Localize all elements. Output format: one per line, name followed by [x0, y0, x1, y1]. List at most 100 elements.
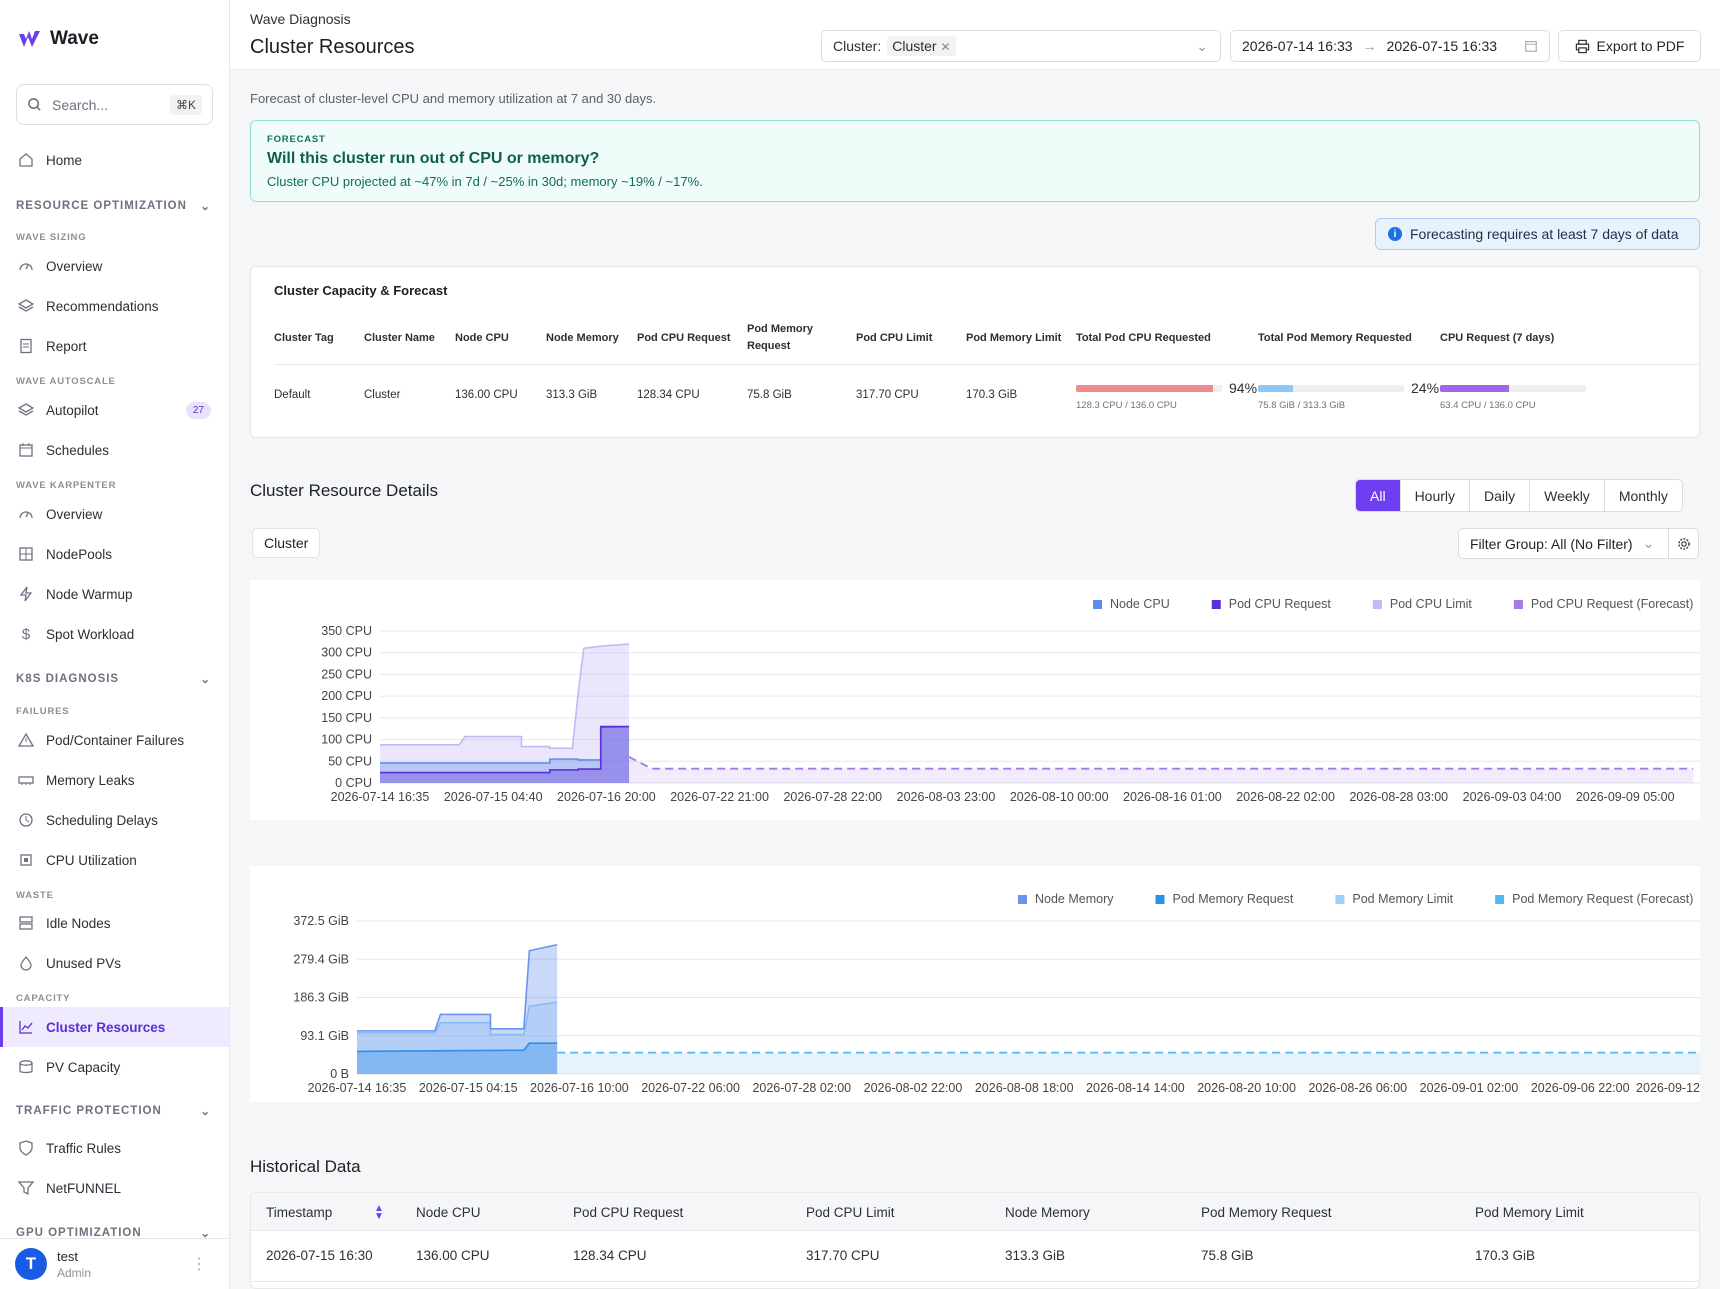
- section-k8s-diagnosis[interactable]: K8S DIAGNOSIS ⌄: [16, 672, 211, 686]
- arrow-right-icon: →: [1362, 38, 1377, 54]
- chevron-down-icon: ⌄: [1196, 37, 1208, 54]
- period-tabs: All Hourly Daily Weekly Monthly: [1355, 479, 1683, 512]
- nav-node-warmup[interactable]: Node Warmup: [0, 574, 229, 614]
- shield-icon: [18, 1140, 34, 1156]
- tab-daily[interactable]: Daily: [1469, 480, 1529, 511]
- th-pod-cpu-limit: Pod CPU Limit: [806, 1205, 895, 1220]
- date-range-picker[interactable]: 2026-07-14 16:33 → 2026-07-15 16:33: [1230, 30, 1550, 62]
- col-header: Cluster Tag: [274, 332, 334, 344]
- chevron-down-icon: ⌄: [200, 1106, 211, 1118]
- sort-icon[interactable]: ▲ ▼: [374, 1203, 384, 1222]
- divider: [274, 364, 1699, 365]
- nav-label: Memory Leaks: [46, 772, 135, 788]
- capacity-title: Cluster Capacity & Forecast: [274, 283, 448, 298]
- nav-label: Recommendations: [46, 298, 159, 314]
- cell-pod-memory-limit: 170.3 GiB: [1475, 1248, 1536, 1263]
- nav-idle-nodes[interactable]: Idle Nodes: [0, 903, 229, 943]
- export-pdf-button[interactable]: Export to PDF: [1558, 30, 1701, 62]
- nav-scheduling-delays[interactable]: Scheduling Delays: [0, 800, 229, 840]
- y-tick-label: 279.4 GiB: [293, 952, 349, 966]
- tab-weekly[interactable]: Weekly: [1529, 480, 1604, 511]
- info-text: Forecasting requires at least 7 days of …: [1410, 226, 1679, 242]
- details-title: Cluster Resource Details: [250, 481, 439, 500]
- wave-logo[interactable]: Wave: [18, 28, 99, 50]
- tab-hourly[interactable]: Hourly: [1399, 480, 1469, 511]
- section-traffic-protection[interactable]: TRAFFIC PROTECTION ⌄: [16, 1104, 211, 1118]
- col-header: Node CPU: [455, 332, 509, 344]
- x-tick-label: 2026-08-16 01:00: [1123, 790, 1222, 804]
- warning-icon: [18, 732, 34, 748]
- x-tick-label: 2026-07-22 06:00: [641, 1081, 740, 1095]
- gear-icon[interactable]: [1668, 529, 1698, 558]
- forecast-callout: FORECAST Will this cluster run out of CP…: [250, 120, 1700, 202]
- section-gpu-optimization[interactable]: GPU OPTIMIZATION ⌄: [16, 1226, 211, 1240]
- history-title: Historical Data: [250, 1157, 361, 1176]
- series-area: [380, 726, 630, 783]
- cell-pod-cpu-limit: 317.70 CPU: [806, 1248, 880, 1263]
- layers-icon: [18, 402, 34, 418]
- cpu-chart-svg: Node CPU Pod CPU Request Pod CPU Limit Pod …: [321, 597, 1702, 804]
- legend-label: Pod Memory Limit: [1352, 892, 1453, 906]
- cpu-7day-sub: 63.4 CPU / 136.0 CPU: [1440, 400, 1536, 411]
- cluster-select[interactable]: Cluster: Cluster ✕ ⌄: [821, 30, 1221, 62]
- user-profile[interactable]: T test Admin ⋮: [0, 1238, 229, 1289]
- y-tick-label: 372.5 GiB: [293, 914, 349, 928]
- date-to[interactable]: 2026-07-15 16:33: [1386, 38, 1498, 54]
- nav-pod-failures[interactable]: Pod/Container Failures: [0, 720, 229, 760]
- section-resource-optimization[interactable]: RESOURCE OPTIMIZATION ⌄: [16, 199, 211, 213]
- x-tick-label: 2026-08-26 06:00: [1308, 1081, 1407, 1095]
- memory-requested-sub: 75.8 GiB / 313.3 GiB: [1258, 400, 1346, 411]
- close-icon[interactable]: ✕: [940, 40, 951, 54]
- nav-recommendations[interactable]: Recommendations: [0, 286, 229, 326]
- cluster-tag[interactable]: Cluster ✕: [887, 36, 956, 56]
- section-label: K8S DIAGNOSIS: [16, 673, 120, 685]
- legend-label: Pod Memory Request: [1173, 892, 1294, 906]
- nav-nodepools[interactable]: NodePools: [0, 534, 229, 574]
- cell-pod-memory-request: 75.8 GiB: [747, 389, 792, 401]
- nav-report[interactable]: Report: [0, 326, 229, 366]
- th-pod-memory-request: Pod Memory Request: [1201, 1205, 1332, 1220]
- nav-netfunnel[interactable]: NetFUNNEL: [0, 1168, 229, 1208]
- filter-group-select[interactable]: Filter Group: All (No Filter) ⌄: [1458, 528, 1699, 559]
- nav-pv-capacity[interactable]: PV Capacity: [0, 1047, 229, 1087]
- nav-memory-leaks[interactable]: Memory Leaks: [0, 760, 229, 800]
- nav-schedules[interactable]: Schedules: [0, 430, 229, 470]
- th-timestamp[interactable]: Timestamp: [266, 1205, 333, 1220]
- page-title: Cluster Resources: [250, 36, 415, 58]
- nav-overview[interactable]: Overview: [0, 246, 229, 286]
- col-header: Total Pod Memory Requested: [1258, 332, 1412, 344]
- y-tick-label: 150 CPU: [321, 711, 372, 725]
- cell-node-cpu: 136.00 CPU: [416, 1248, 490, 1263]
- nav-unused-pvs[interactable]: Unused PVs: [0, 943, 229, 983]
- nav-label: Unused PVs: [46, 955, 122, 971]
- y-tick-label: 200 CPU: [321, 689, 372, 703]
- forecast-area: [557, 1052, 1714, 1074]
- col-header: CPU Request (7 days): [1440, 332, 1555, 344]
- search-input[interactable]: Search... ⌘K: [16, 84, 213, 125]
- cell-cluster-tag: Default: [274, 389, 311, 401]
- legend-swatch: [1495, 895, 1505, 904]
- chevron-down-icon: ⌄: [200, 201, 211, 213]
- tab-all[interactable]: All: [1356, 480, 1400, 511]
- nav-label: CPU Utilization: [46, 852, 137, 868]
- tab-monthly[interactable]: Monthly: [1603, 480, 1682, 511]
- nav-karpenter-overview[interactable]: Overview: [0, 494, 229, 534]
- nav-cpu-utilization[interactable]: CPU Utilization: [0, 840, 229, 880]
- nav-autopilot[interactable]: Autopilot 27: [0, 390, 229, 430]
- x-tick-label: 2026-09-12: [1636, 1081, 1700, 1095]
- nav-home[interactable]: Home: [0, 140, 229, 180]
- legend-swatch: [1335, 895, 1345, 904]
- date-from[interactable]: 2026-07-14 16:33: [1242, 38, 1353, 54]
- breadcrumb[interactable]: Wave Diagnosis: [250, 11, 351, 27]
- nav-spot-workload[interactable]: $ Spot Workload: [0, 614, 229, 654]
- subsection-waste: WASTE: [16, 890, 54, 901]
- nav-traffic-rules[interactable]: Traffic Rules: [0, 1128, 229, 1168]
- nav-cluster-resources[interactable]: Cluster Resources: [0, 1007, 229, 1047]
- nav-label: Report: [46, 338, 87, 354]
- cpu-icon: [18, 852, 34, 868]
- cluster-chip[interactable]: Cluster: [252, 528, 321, 558]
- divider: [251, 1281, 1699, 1282]
- th-node-memory: Node Memory: [1005, 1205, 1090, 1220]
- more-vertical-icon[interactable]: ⋮: [191, 1256, 207, 1273]
- clock-icon: [18, 812, 34, 828]
